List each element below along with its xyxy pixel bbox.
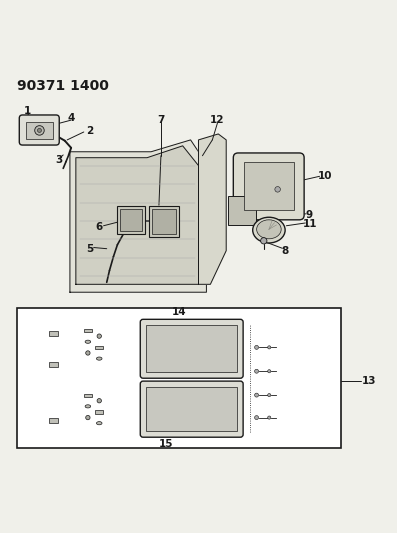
Text: 7: 7	[157, 115, 165, 125]
Text: 14: 14	[172, 307, 186, 317]
Bar	[152, 209, 175, 234]
Bar	[244, 162, 294, 211]
Bar	[17, 308, 341, 448]
FancyBboxPatch shape	[19, 115, 59, 145]
Circle shape	[97, 399, 101, 403]
Bar	[228, 197, 256, 225]
Bar	[84, 393, 92, 397]
Circle shape	[275, 187, 280, 192]
Circle shape	[254, 345, 258, 349]
Bar	[118, 206, 145, 234]
Polygon shape	[198, 134, 226, 284]
Text: 1: 1	[24, 107, 31, 116]
Ellipse shape	[85, 405, 91, 408]
Text: 3: 3	[56, 156, 63, 165]
Circle shape	[268, 346, 271, 349]
Ellipse shape	[96, 422, 102, 425]
Ellipse shape	[96, 357, 102, 360]
Polygon shape	[70, 140, 206, 292]
Ellipse shape	[256, 220, 281, 239]
Bar	[95, 346, 103, 349]
Circle shape	[254, 369, 258, 373]
Bar	[49, 331, 58, 336]
Text: 9: 9	[306, 210, 313, 220]
Circle shape	[86, 415, 90, 420]
Circle shape	[254, 416, 258, 419]
Circle shape	[268, 393, 271, 397]
Circle shape	[35, 126, 44, 135]
Text: 5: 5	[86, 244, 93, 254]
Circle shape	[268, 370, 271, 373]
Ellipse shape	[253, 217, 285, 243]
Circle shape	[97, 334, 101, 338]
Polygon shape	[76, 146, 198, 284]
Bar	[146, 387, 237, 431]
FancyBboxPatch shape	[140, 381, 243, 437]
Text: 10: 10	[318, 171, 332, 181]
Bar	[95, 410, 103, 414]
Text: 2: 2	[86, 126, 93, 136]
Text: 13: 13	[361, 376, 376, 386]
Text: 11: 11	[303, 219, 317, 229]
Circle shape	[260, 238, 267, 244]
Bar	[146, 325, 237, 372]
Text: 4: 4	[67, 113, 75, 123]
Text: 15: 15	[158, 439, 173, 449]
FancyBboxPatch shape	[140, 319, 243, 378]
FancyBboxPatch shape	[233, 153, 304, 220]
Bar	[49, 418, 58, 423]
Text: 8: 8	[281, 246, 288, 256]
Bar	[49, 362, 58, 367]
Bar	[120, 209, 142, 231]
Text: 90371 1400: 90371 1400	[17, 78, 108, 93]
Circle shape	[254, 393, 258, 397]
Text: 12: 12	[210, 115, 225, 125]
Bar	[84, 329, 92, 332]
Bar	[26, 122, 52, 139]
Text: 6: 6	[95, 222, 102, 232]
Circle shape	[268, 416, 271, 419]
Circle shape	[86, 351, 90, 355]
Circle shape	[37, 128, 41, 132]
Bar	[149, 206, 179, 237]
Ellipse shape	[85, 340, 91, 343]
